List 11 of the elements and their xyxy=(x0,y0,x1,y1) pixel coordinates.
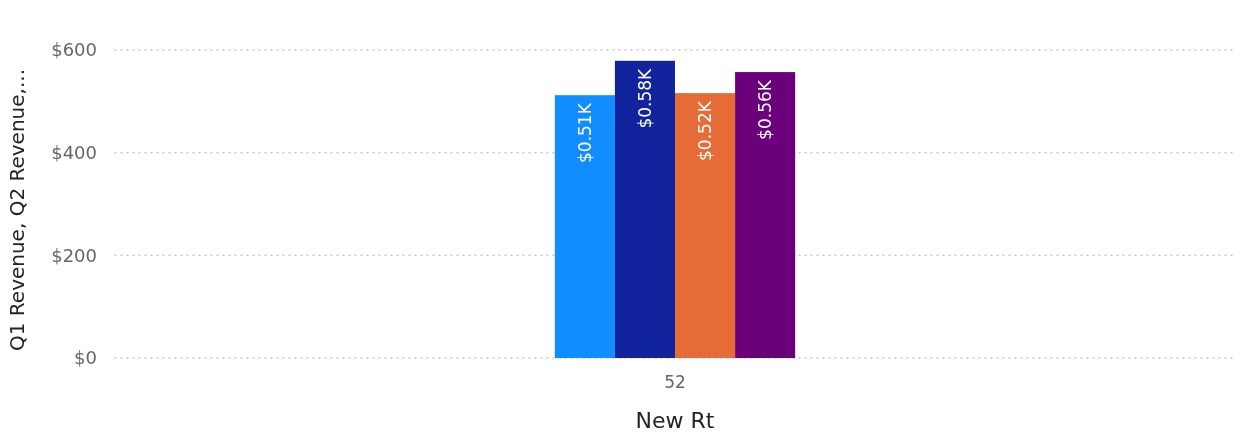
x-axis-title: New Rt xyxy=(635,408,715,433)
data-label: $0.52K xyxy=(695,100,716,161)
data-label: $0.56K xyxy=(755,79,776,140)
y-axis-title: Q1 Revenue, Q2 Revenue,... xyxy=(5,69,29,351)
data-label: $0.58K xyxy=(634,67,655,129)
y-tick-label: $0 xyxy=(74,347,97,369)
x-tick-label: 52 xyxy=(664,372,686,392)
y-tick-label: $200 xyxy=(51,244,97,266)
y-tick-label: $600 xyxy=(51,39,97,61)
data-label: $0.51K xyxy=(574,102,595,163)
y-tick-label: $400 xyxy=(51,141,97,163)
